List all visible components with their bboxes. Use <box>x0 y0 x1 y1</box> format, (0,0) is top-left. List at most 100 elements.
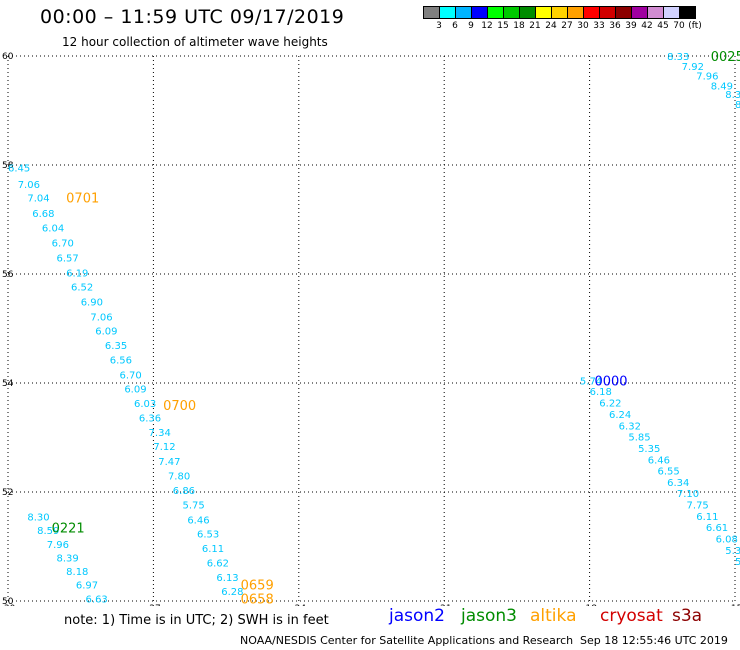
legend-jason3: jason3 <box>461 606 517 626</box>
lon-tick-label: -24 <box>291 604 306 606</box>
swh-value: 8.30 <box>725 90 740 101</box>
scale-swatch <box>679 6 696 19</box>
swh-value: 6.70 <box>52 238 74 249</box>
swh-value: 8.30 <box>27 513 49 524</box>
scale-label: 36 <box>609 21 621 31</box>
scale-label: 18 <box>513 21 525 31</box>
swh-value: 7.34 <box>149 428 171 439</box>
swh-value: 7.47 <box>158 457 180 468</box>
swh-value: 6.11 <box>696 512 718 523</box>
swh-value: 6.68 <box>32 209 54 220</box>
swh-value: 6.97 <box>76 581 98 592</box>
swh-value: 6.34 <box>667 478 689 489</box>
lat-tick-label: 54 <box>2 379 14 389</box>
scale-label: 30 <box>577 21 589 31</box>
altimeter-map: -30-27-24-21-18-156058565452508.337.927.… <box>1 50 740 606</box>
swh-value: 6.11 <box>202 544 224 555</box>
lat-tick-label: 52 <box>2 488 13 498</box>
swh-value: 7.10 <box>677 489 699 500</box>
swh-value: 8.18 <box>66 567 88 578</box>
swh-value: 6.70 <box>119 370 141 381</box>
footer-timestamp: Sep 18 12:55:46 UTC 2019 <box>580 634 728 647</box>
swh-value: 8.33 <box>667 52 689 63</box>
scale-label: 3 <box>436 21 442 31</box>
swh-value: 5.00 <box>735 557 740 568</box>
time-label: 0701 <box>66 192 99 207</box>
lon-tick-label: -21 <box>437 604 452 606</box>
swh-value: 7.96 <box>696 72 718 83</box>
swh-value: 6.52 <box>71 283 93 294</box>
swh-value: 5.85 <box>628 432 650 443</box>
swh-value: 7.80 <box>168 472 190 483</box>
time-label: 0700 <box>163 399 196 414</box>
legend-altika: altika <box>530 606 577 626</box>
scale-label: 33 <box>593 21 605 31</box>
swh-value: 8.39 <box>56 553 78 564</box>
scale-label: 15 <box>497 21 509 31</box>
swh-value: 7.06 <box>90 313 112 324</box>
swh-value: 7.96 <box>47 540 69 551</box>
scale-label: 42 <box>641 21 653 31</box>
time-label: 0658 <box>241 592 274 606</box>
scale-label: 6 <box>452 21 458 31</box>
swh-value: 5.32 <box>725 546 740 557</box>
scale-label: 27 <box>561 21 573 31</box>
swh-value: 6.28 <box>221 587 243 598</box>
scale-label: 9 <box>468 21 474 31</box>
scale-label: (ft) <box>688 21 702 31</box>
swh-value: 5.35 <box>638 444 660 455</box>
swh-value: 6.03 <box>134 399 156 410</box>
swh-value: 6.35 <box>105 341 127 352</box>
swh-value: 6.46 <box>187 515 209 526</box>
swh-value: 6.24 <box>609 410 631 421</box>
swh-value: 6.32 <box>619 422 641 433</box>
lat-tick-label: 56 <box>2 270 14 280</box>
footer-credit: NOAA/NESDIS Center for Satellite Applica… <box>240 634 574 647</box>
scale-label: 21 <box>529 21 541 31</box>
swh-value: 6.09 <box>95 327 117 338</box>
page-title: 00:00 – 11:59 UTC 09/17/2019 <box>40 6 345 28</box>
scale-label: 70 <box>673 21 685 31</box>
swh-value: 6.86 <box>173 486 195 497</box>
time-label: 0025 <box>711 50 740 65</box>
lat-tick-label: 50 <box>2 597 14 606</box>
swh-value: 6.08 <box>716 534 738 545</box>
swh-value: 6.61 <box>706 523 728 534</box>
legend-cryosat: cryosat <box>600 606 663 626</box>
lat-tick-label: 60 <box>2 52 14 62</box>
scale-label: 12 <box>481 21 493 31</box>
swh-value: 7.92 <box>682 62 704 73</box>
page-subtitle: 12 hour collection of altimeter wave hei… <box>62 35 328 49</box>
swh-value: 8.49 <box>711 81 733 92</box>
swh-value: 6.90 <box>81 297 103 308</box>
lon-tick-label: -30 <box>1 604 16 606</box>
time-label: 0221 <box>52 521 85 536</box>
swh-value: 6.09 <box>124 384 146 395</box>
lon-tick-label: -15 <box>728 604 740 606</box>
swh-value: 6.63 <box>86 594 108 605</box>
swh-value: 7.12 <box>153 442 175 453</box>
legend-jason2: jason2 <box>389 606 445 626</box>
swh-value: 6.57 <box>56 254 78 265</box>
swh-value: 6.55 <box>657 467 679 478</box>
swh-value: 6.19 <box>66 268 88 279</box>
swh-value: 5.75 <box>182 501 204 512</box>
swh-value: 7.75 <box>687 501 709 512</box>
legend-s3a: s3a <box>672 606 703 626</box>
swh-value: 6.18 <box>590 387 612 398</box>
swh-value: 7.06 <box>18 180 40 191</box>
lon-tick-label: -27 <box>146 604 161 606</box>
scale-label: 39 <box>625 21 637 31</box>
swh-value: 7.04 <box>27 194 49 205</box>
color-scale <box>423 6 696 19</box>
swh-value: 6.56 <box>110 356 132 367</box>
scale-label: 45 <box>657 21 669 31</box>
swh-value: 6.46 <box>648 455 670 466</box>
time-label: 0000 <box>594 374 627 389</box>
lon-tick-label: -18 <box>582 604 597 606</box>
swh-value: 6.13 <box>216 573 238 584</box>
swh-value: 6.62 <box>207 558 229 569</box>
swh-value: 6.22 <box>599 399 621 410</box>
swh-value: 6.04 <box>42 224 64 235</box>
time-label: 0659 <box>241 579 274 594</box>
